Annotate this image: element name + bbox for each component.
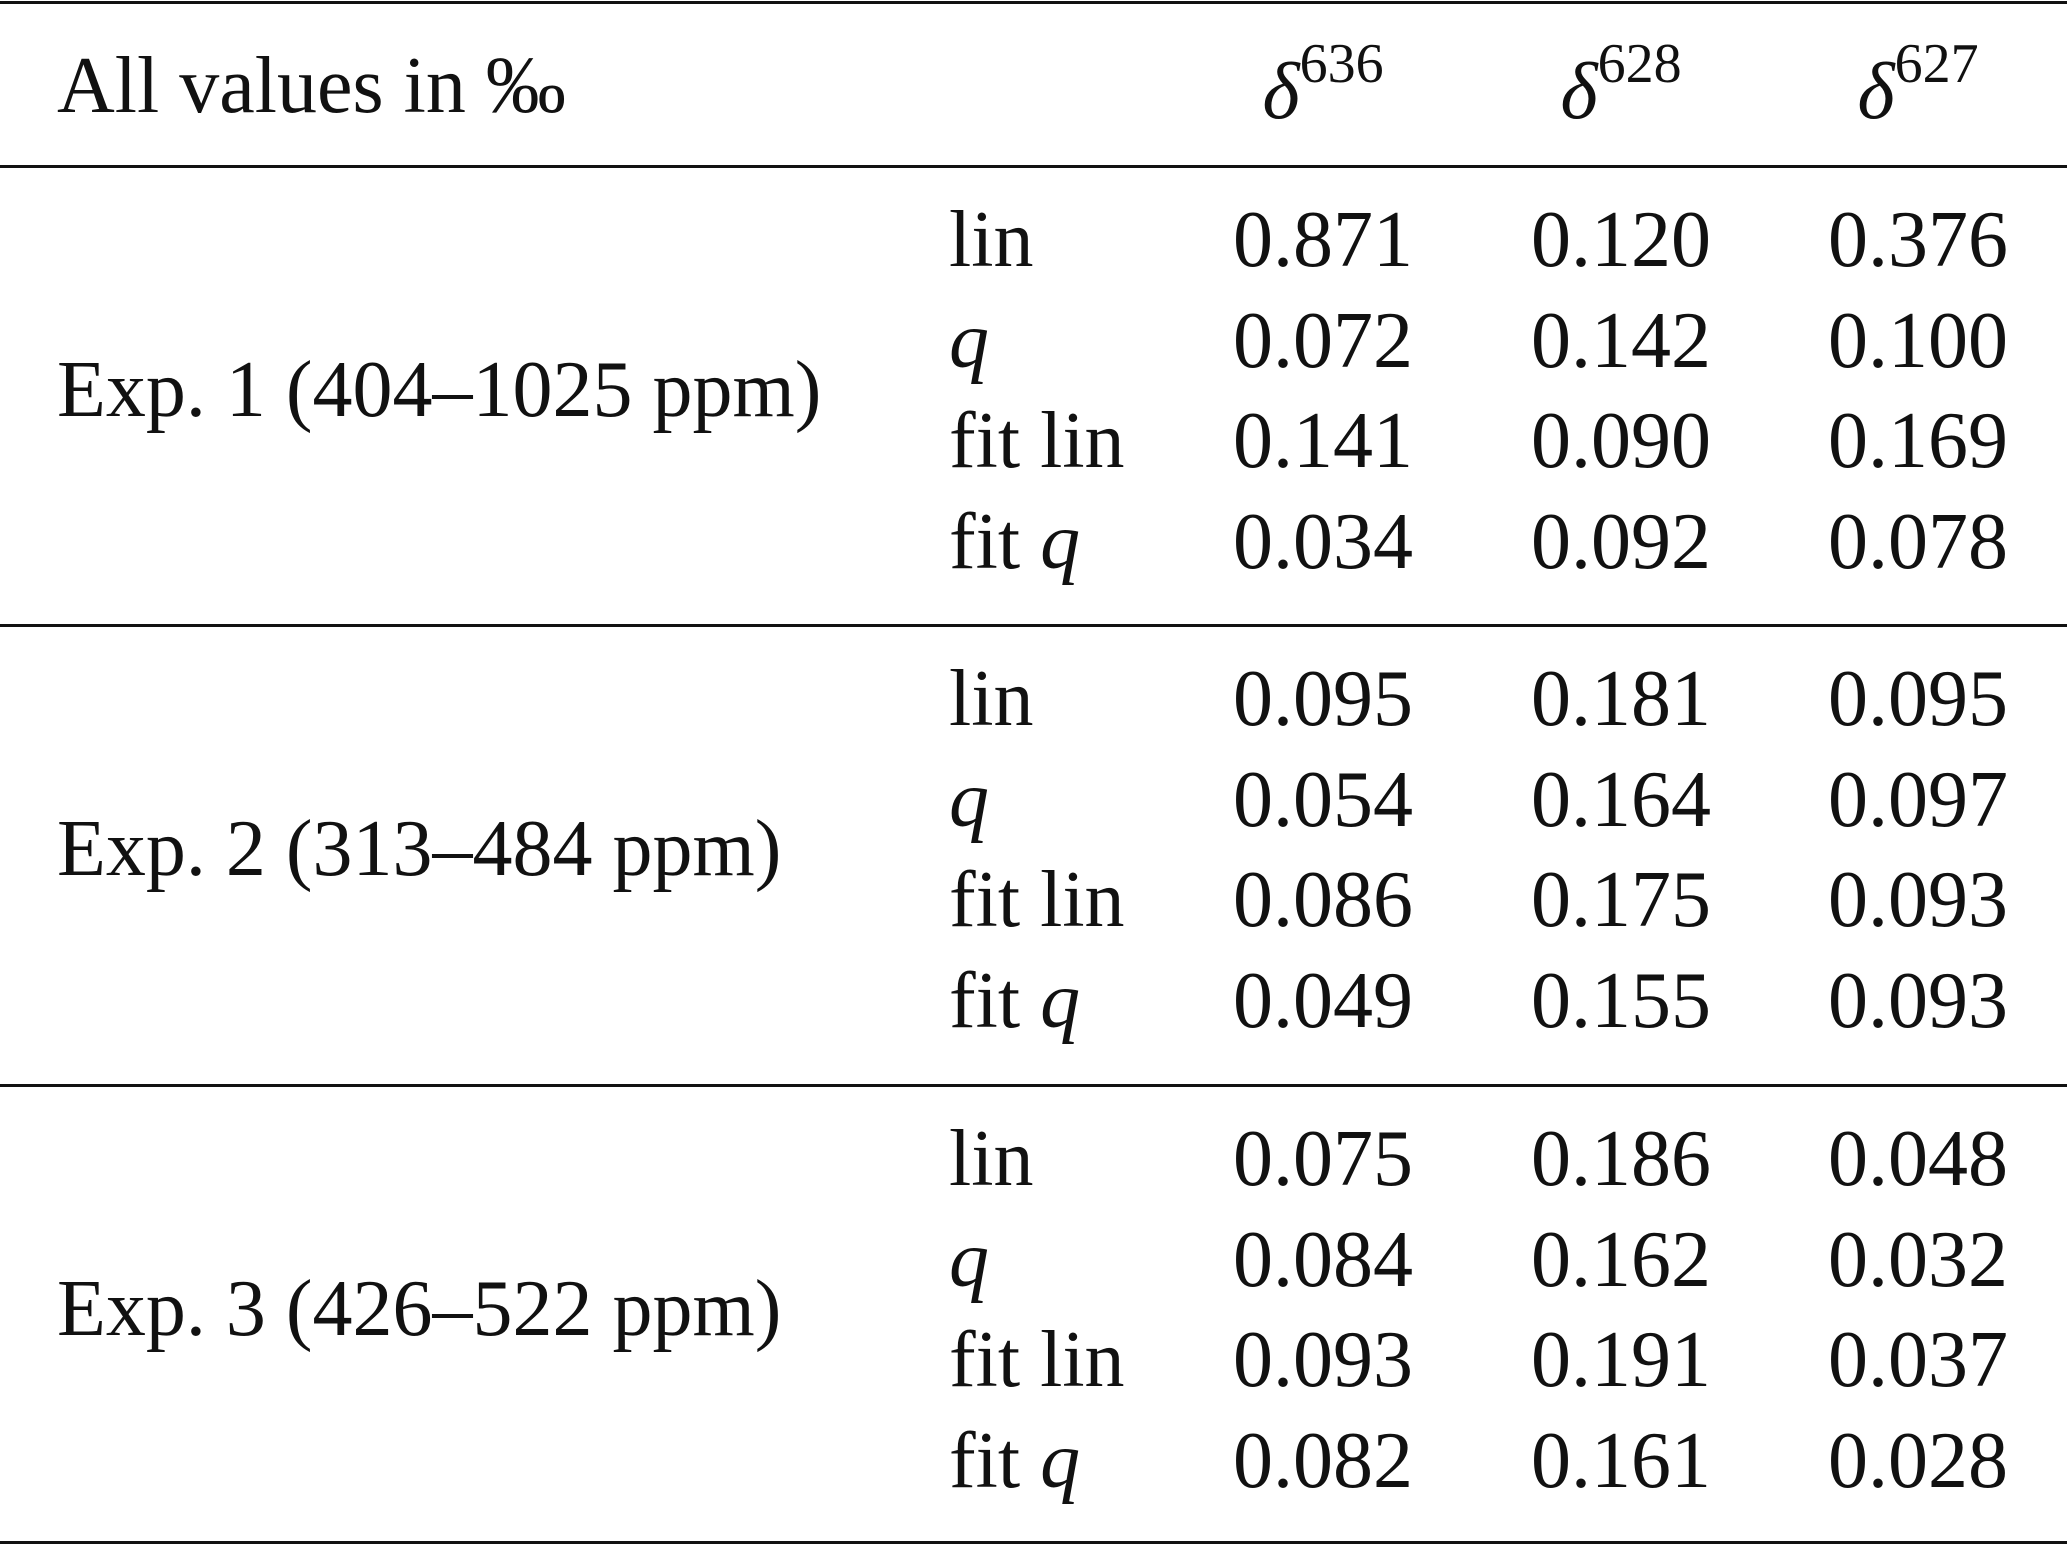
superscript: 627 (1894, 33, 1979, 95)
cell: 0.049 (1233, 956, 1413, 1045)
method-text: fit lin (949, 1316, 1125, 1404)
method: fit q (949, 1421, 1080, 1501)
method: fit lin (949, 401, 1125, 481)
group-label: Exp. 1 (404–1025 ppm) (57, 346, 822, 434)
cell: 0.100 (1828, 296, 2008, 385)
rule (0, 1541, 2067, 1544)
cell: 0.037 (1828, 1316, 2008, 1404)
method-text: lin (949, 1115, 1034, 1203)
cell: 0.034 (1233, 497, 1413, 586)
superscript: 628 (1597, 33, 1682, 95)
method-text: fit lin (949, 856, 1125, 944)
column-header: δ636 (1262, 36, 1383, 132)
cell: 0.078 (1828, 497, 2008, 586)
method-text: fit lin (949, 397, 1125, 485)
column-header: δ627 (1857, 36, 1978, 132)
method-text: lin (949, 196, 1034, 284)
cell: 0.092 (1531, 497, 1711, 586)
cell: 0.169 (1828, 397, 2008, 485)
method-symbol: q (1040, 497, 1081, 586)
method: q (949, 301, 989, 381)
cell: 0.155 (1531, 956, 1711, 1045)
group-label: Exp. 3 (426–522 ppm) (57, 1265, 782, 1353)
cell: 0.191 (1531, 1316, 1711, 1404)
method: q (949, 760, 989, 840)
cell: 0.032 (1828, 1215, 2008, 1304)
symbol: δ (1857, 48, 1895, 136)
cell: 0.090 (1531, 397, 1711, 485)
column-header: δ628 (1560, 36, 1681, 132)
rule (0, 1084, 2067, 1087)
method-text: fit (949, 1416, 1021, 1505)
rule (0, 165, 2067, 168)
method-text: fit (949, 497, 1021, 586)
cell: 0.376 (1828, 196, 2008, 284)
method: lin (949, 200, 1033, 280)
method: fit lin (949, 1320, 1125, 1400)
cell: 0.086 (1233, 856, 1413, 944)
rule (0, 624, 2067, 627)
method: fit q (949, 502, 1080, 582)
cell: 0.161 (1531, 1416, 1711, 1505)
group-label: Exp. 2 (313–484 ppm) (57, 805, 782, 893)
cell: 0.141 (1233, 397, 1413, 485)
method-symbol: q (1040, 956, 1081, 1045)
cell: 0.028 (1828, 1416, 2008, 1505)
method-symbol: q (949, 1215, 989, 1304)
rule (0, 1, 2067, 4)
cell: 0.054 (1233, 755, 1413, 844)
method-text: fit (949, 956, 1021, 1045)
cell: 0.097 (1828, 755, 2008, 844)
header-label: All values in ‰ (57, 42, 566, 130)
cell: 0.093 (1233, 1316, 1413, 1404)
cell: 0.082 (1233, 1416, 1413, 1505)
cell: 0.871 (1233, 196, 1413, 284)
cell: 0.093 (1828, 856, 2008, 944)
method-symbol: q (949, 755, 989, 844)
cell: 0.095 (1828, 655, 2008, 743)
superscript: 636 (1299, 33, 1384, 95)
symbol: δ (1262, 48, 1300, 136)
cell: 0.095 (1233, 655, 1413, 743)
cell: 0.072 (1233, 296, 1413, 385)
method: fit q (949, 961, 1080, 1041)
cell: 0.164 (1531, 755, 1711, 844)
method: fit lin (949, 860, 1125, 940)
cell: 0.175 (1531, 856, 1711, 944)
cell: 0.093 (1828, 956, 2008, 1045)
method-symbol: q (949, 296, 989, 385)
cell: 0.186 (1531, 1115, 1711, 1203)
method-text: lin (949, 655, 1034, 743)
method: lin (949, 659, 1033, 739)
method-symbol: q (1040, 1416, 1081, 1505)
cell: 0.075 (1233, 1115, 1413, 1203)
cell: 0.181 (1531, 655, 1711, 743)
method: q (949, 1220, 989, 1300)
method: lin (949, 1119, 1033, 1199)
cell: 0.048 (1828, 1115, 2008, 1203)
cell: 0.142 (1531, 296, 1711, 385)
cell: 0.084 (1233, 1215, 1413, 1304)
symbol: δ (1560, 48, 1598, 136)
cell: 0.120 (1531, 196, 1711, 284)
cell: 0.162 (1531, 1215, 1711, 1304)
